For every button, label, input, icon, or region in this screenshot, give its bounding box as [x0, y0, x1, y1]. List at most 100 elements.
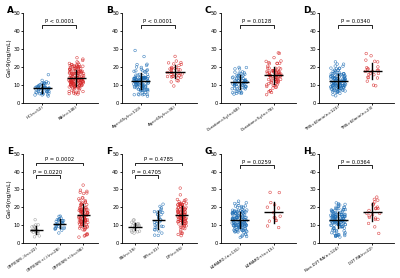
Point	[80, 64, 86, 68]
Point	[335, 203, 342, 207]
Point	[242, 215, 248, 220]
Point	[59, 221, 65, 226]
Point	[77, 190, 84, 195]
Point	[338, 225, 345, 229]
Point	[238, 222, 244, 227]
Point	[267, 88, 274, 93]
Point	[231, 208, 238, 213]
Point	[339, 219, 346, 223]
Point	[75, 92, 81, 96]
Point	[332, 218, 339, 223]
Point	[69, 88, 75, 92]
Point	[373, 206, 379, 210]
Point	[240, 205, 246, 210]
Point	[339, 83, 346, 88]
Point	[365, 75, 372, 80]
Point	[330, 220, 336, 225]
Point	[333, 90, 340, 95]
Point	[53, 223, 59, 227]
Point	[35, 89, 42, 94]
Point	[177, 68, 183, 72]
Point	[332, 81, 338, 86]
Point	[238, 204, 245, 209]
Point	[275, 75, 282, 79]
Point	[84, 232, 90, 236]
Point	[53, 225, 60, 229]
Point	[55, 224, 62, 229]
Point	[272, 77, 278, 81]
Point	[80, 71, 87, 76]
Point	[264, 83, 270, 87]
Point	[366, 72, 372, 77]
Point	[272, 77, 279, 82]
Point	[137, 87, 144, 91]
Point	[236, 73, 242, 77]
Point	[74, 73, 80, 78]
Point	[336, 203, 343, 207]
Point	[52, 227, 58, 232]
Point	[374, 198, 381, 202]
Point	[167, 67, 173, 71]
Point	[235, 199, 242, 203]
Point	[342, 219, 348, 223]
Point	[155, 210, 161, 214]
Point	[43, 89, 50, 93]
Point	[174, 207, 180, 212]
Point	[330, 90, 336, 94]
Point	[175, 210, 181, 214]
Point	[232, 223, 238, 227]
Point	[340, 217, 346, 221]
Point	[45, 94, 52, 98]
Point	[177, 193, 184, 197]
Point	[41, 86, 48, 91]
Point	[135, 87, 142, 91]
Point	[168, 70, 174, 75]
Point	[266, 73, 273, 78]
Point	[69, 79, 75, 83]
Point	[58, 216, 64, 220]
Y-axis label: Gal-9(ng/mL): Gal-9(ng/mL)	[6, 39, 12, 77]
Point	[59, 220, 65, 225]
Point	[132, 75, 138, 79]
Point	[76, 197, 82, 201]
Point	[329, 83, 336, 88]
Point	[176, 209, 183, 214]
Point	[151, 220, 158, 225]
Point	[334, 76, 341, 81]
Point	[240, 228, 246, 232]
Point	[141, 88, 147, 93]
Point	[80, 57, 86, 61]
Point	[182, 217, 189, 221]
Point	[179, 219, 186, 224]
Point	[330, 215, 336, 220]
Point	[332, 219, 339, 224]
Point	[335, 202, 342, 206]
Point	[175, 206, 181, 210]
Point	[330, 71, 336, 76]
Point	[137, 83, 143, 87]
Point	[155, 213, 161, 217]
Point	[77, 216, 84, 220]
Point	[68, 79, 74, 84]
Point	[172, 72, 178, 76]
Point	[69, 71, 75, 76]
Point	[240, 73, 246, 78]
Point	[78, 220, 84, 224]
Point	[178, 210, 184, 214]
Point	[84, 232, 90, 237]
Point	[331, 216, 338, 220]
Point	[73, 71, 79, 76]
Point	[44, 93, 51, 97]
Point	[46, 89, 52, 94]
Point	[131, 69, 137, 73]
Point	[34, 91, 40, 95]
Point	[237, 226, 243, 230]
Point	[230, 209, 237, 214]
Point	[78, 76, 85, 81]
Point	[331, 217, 337, 222]
Point	[328, 219, 335, 224]
Point	[137, 77, 144, 82]
Point	[342, 78, 349, 83]
Point	[74, 56, 80, 60]
Point	[132, 79, 138, 84]
